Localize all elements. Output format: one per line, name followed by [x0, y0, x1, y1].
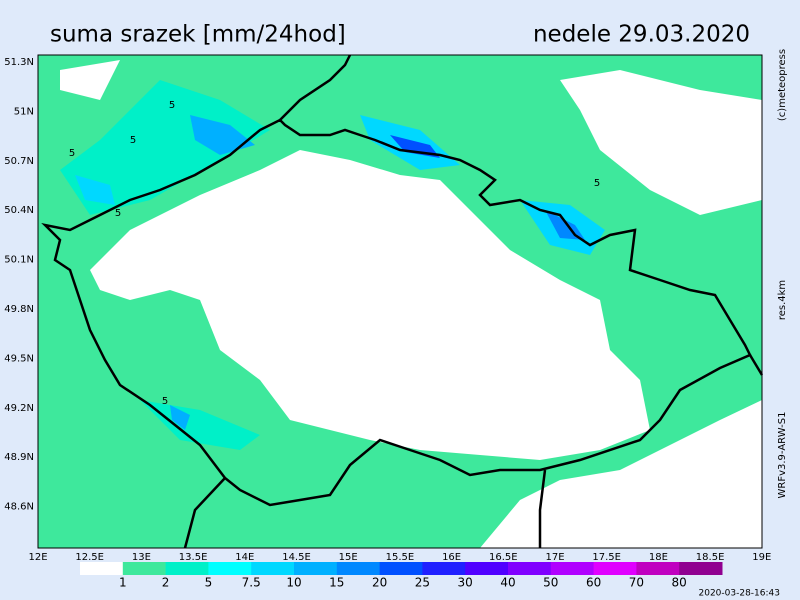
colorbar-swatch [422, 562, 466, 575]
title: suma srazek [mm/24hod] [50, 22, 346, 48]
colorbar-swatch [165, 562, 209, 575]
map [37, 54, 764, 549]
rain-area [60, 80, 270, 215]
colorbar-swatch [550, 562, 595, 575]
side-text: res.4km [777, 280, 788, 320]
dry-area [480, 400, 762, 548]
lon-label: 14E [235, 552, 254, 563]
colorbar-swatch [208, 562, 252, 575]
colorbar-swatch [336, 562, 381, 575]
colorbar-label: 15 [329, 576, 344, 590]
colorbar-label: 5 [205, 576, 213, 590]
timestamp: 2020-03-28-16:43 [699, 589, 781, 599]
dry-area [60, 60, 120, 100]
contour-label: 5 [115, 208, 121, 219]
dry-area [560, 70, 762, 215]
rain-area [140, 400, 260, 450]
lon-label: 17.5E [592, 552, 621, 563]
lon-label: 16.5E [489, 552, 518, 563]
colorbar-label: 10 [286, 576, 301, 590]
lon-label: 19E [752, 552, 771, 563]
lat-label: 50.7N [4, 156, 34, 167]
colorbar-swatch [636, 562, 680, 575]
colorbar-label: 60 [586, 576, 601, 590]
lat-label: 49.8N [4, 304, 34, 315]
lon-label: 16E [442, 552, 461, 563]
colorbar-label: 40 [500, 576, 515, 590]
colorbar-label: 7.5 [242, 576, 261, 590]
lat-label: 50.4N [4, 205, 34, 216]
lat-label: 50.1N [4, 255, 34, 266]
colorbar-label: 2 [162, 576, 170, 590]
lon-label: 14.5E [282, 552, 311, 563]
contour-label: 5 [130, 135, 136, 146]
lon-label: 15.5E [386, 552, 415, 563]
colorbar-swatch [508, 562, 552, 575]
lon-label: 12.5E [75, 552, 104, 563]
lat-label: 48.9N [4, 452, 34, 463]
colorbar-label: 80 [672, 576, 687, 590]
contour-label: 5 [69, 148, 75, 159]
colorbar-swatch [465, 562, 509, 575]
lat-label: 51N [14, 106, 34, 117]
border [183, 54, 764, 549]
colorbar-swatch [294, 562, 338, 575]
contour-label: 5 [162, 396, 168, 407]
lon-label: 12E [28, 552, 47, 563]
side-text: (c)meteopress [777, 49, 788, 121]
rain-area [170, 405, 190, 430]
contour-label: 5 [594, 178, 600, 189]
colorbar-label: 20 [372, 576, 387, 590]
lon-label: 13.5E [179, 552, 208, 563]
date: nedele 29.03.2020 [533, 22, 750, 48]
colorbar-label: 70 [629, 576, 644, 590]
colorbar-label: 25 [415, 576, 430, 590]
colorbar-label: 50 [543, 576, 558, 590]
dry-area [90, 150, 650, 460]
colorbar-swatch [679, 562, 723, 575]
colorbar-swatch [593, 562, 637, 575]
lat-label: 49.5N [4, 353, 34, 364]
rain-area [545, 210, 585, 240]
colorbar-label: 1 [119, 576, 127, 590]
lon-label: 18.5E [696, 552, 725, 563]
border [41, 118, 752, 507]
rain-area [75, 175, 115, 205]
lat-label: 48.6N [4, 502, 34, 513]
lon-label: 18E [649, 552, 668, 563]
rain-area [190, 115, 255, 155]
lon-label: 15E [339, 552, 358, 563]
colorbar-swatch [379, 562, 423, 575]
colorbar-swatch [80, 562, 124, 575]
colorbar-swatch [251, 562, 295, 575]
colorbar-label: 30 [458, 576, 473, 590]
lat-label: 51.3N [4, 57, 34, 68]
colorbar-swatch [122, 562, 167, 575]
contour-label: 5 [169, 100, 175, 111]
side-text: WRFv3.9-ARW-S1 [777, 412, 788, 499]
lon-label: 13E [132, 552, 151, 563]
lon-label: 17E [545, 552, 564, 563]
map-frame [37, 54, 763, 549]
lat-label: 49.2N [4, 403, 34, 414]
